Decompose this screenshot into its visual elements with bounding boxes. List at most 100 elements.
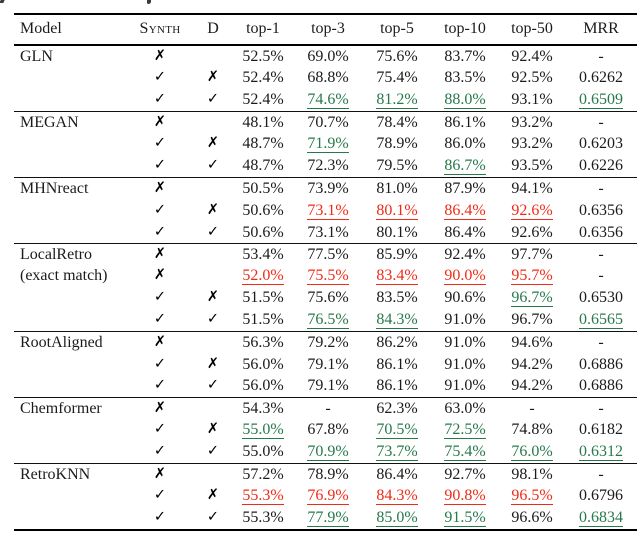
metric-value: - <box>499 396 565 420</box>
metric-value: 50.6% <box>242 201 284 219</box>
empty-cell <box>193 463 233 486</box>
model-section: RootAligned ✗ 56.3% 79.2% 86.2% 91.0% 94.6% - ✓ ✗… <box>14 331 637 398</box>
clipped-caption-fragment <box>147 0 151 4</box>
empty-cell <box>193 177 233 200</box>
metric-value: 0.6886 <box>579 355 623 373</box>
metric-value: 92.4% <box>431 243 499 266</box>
metric-value: 0.6312 <box>579 443 623 462</box>
metric-value: 75.5% <box>307 267 349 286</box>
metric-value: 54.3% <box>233 396 293 420</box>
check-icon: ✓ <box>153 69 167 86</box>
header-row: Model Synth D top-1 top-3 top-5 top-10 t… <box>14 14 637 46</box>
table-row: ✓ ✓ 51.5% 76.5% 84.3% 91.0% 96.7% 0.6565 <box>14 309 637 332</box>
check-icon: ✓ <box>206 443 220 460</box>
metric-value: 78.9% <box>293 463 363 486</box>
table-row: LocalRetro (exact match) ✗ 53.4% 77.5% 85.9% 9… <box>14 243 637 332</box>
metric-value: 57.2% <box>233 463 293 486</box>
metric-value: 96.5% <box>511 487 553 506</box>
metric-value: 0.6509 <box>579 90 623 109</box>
metric-value: 83.4% <box>376 267 418 286</box>
model-section: LocalRetro (exact match) ✗ 53.4% 77.5% 85.9% 9… <box>14 243 637 332</box>
col-header-model: Model <box>14 14 127 46</box>
check-icon: ✓ <box>153 377 167 394</box>
empty-cell <box>193 265 233 287</box>
metric-value: 56.0% <box>242 377 284 395</box>
metric-value: 97.7% <box>499 243 565 266</box>
metric-value: 92.7% <box>431 463 499 486</box>
metric-value: 88.0% <box>444 90 486 109</box>
metric-value: 91.0% <box>431 331 499 354</box>
metric-value: 51.5% <box>242 289 284 307</box>
table-row: ✗ 52.0% 75.5% 83.4% 90.0% 95.7% - <box>14 265 637 287</box>
cross-icon: ✗ <box>206 69 220 86</box>
check-icon: ✓ <box>153 421 167 438</box>
metric-value: 70.9% <box>307 443 349 462</box>
metric-value: 93.5% <box>511 157 553 175</box>
metric-value: 93.2% <box>511 135 553 153</box>
check-icon: ✓ <box>206 157 220 174</box>
table-header: Model Synth D top-1 top-3 top-5 top-10 t… <box>14 14 637 46</box>
metric-value: 78.4% <box>363 110 431 134</box>
cross-icon: ✗ <box>206 135 220 152</box>
metric-value: 96.6% <box>511 509 553 527</box>
metric-value: 70.5% <box>376 421 418 440</box>
model-section: Chemformer ✗ 54.3% -62.3% 63.0% - - ✓ ✗ 55.0% 67.8… <box>14 396 637 464</box>
check-icon: ✓ <box>153 157 167 174</box>
metric-value: - <box>565 331 637 354</box>
table-row: ✓ ✗ 56.0% 79.1% 86.1% 91.0% 94.2% 0.6886 <box>14 354 637 375</box>
metric-value: 86.4% <box>444 223 486 241</box>
cross-icon: ✗ <box>127 110 193 134</box>
metric-value: 74.8% <box>511 421 553 439</box>
table-row: ✓ ✓ 55.3% 77.9% 85.0% 91.5% 96.6% 0.6834 <box>14 507 637 530</box>
col-header-top10: top-10 <box>431 14 499 46</box>
metric-value: - <box>565 177 637 200</box>
check-icon: ✓ <box>153 443 167 460</box>
table-row: ✓ ✗ 51.5% 75.6% 83.5% 90.6% 96.7% 0.6530 <box>14 287 637 309</box>
metric-value: 86.4% <box>444 201 486 220</box>
table-row: ✓ ✓ 56.0% 79.1% 86.1% 91.0% 94.2% 0.6886 <box>14 375 637 397</box>
metric-value: 56.0% <box>242 355 284 373</box>
metric-value: 90.8% <box>444 487 486 506</box>
metric-value: 55.0% <box>242 421 284 440</box>
clipped-caption-fragment <box>0 0 5 3</box>
model-name: MHNreact <box>14 177 127 244</box>
cross-icon: ✗ <box>206 487 220 504</box>
metric-value: 0.6226 <box>579 157 623 175</box>
cross-icon: ✗ <box>206 289 220 306</box>
metric-value: 95.7% <box>511 267 553 286</box>
metric-value: 55.3% <box>242 509 284 527</box>
table-row: MEGAN ✗ 48.1% 70.7% 78.4% 86.1% 93.2% - <box>14 110 637 178</box>
cross-icon: ✗ <box>206 355 220 372</box>
check-icon: ✓ <box>153 90 167 107</box>
check-icon: ✓ <box>153 311 167 328</box>
table-row: ✓ ✗ 52.4% 68.8% 75.4% 83.5% 92.5% 0.6262 <box>14 67 637 88</box>
metric-value: 85.9% <box>363 243 431 266</box>
check-icon: ✓ <box>153 487 167 504</box>
metric-value: 63.0% <box>431 396 499 420</box>
metric-value: 67.8% <box>307 421 349 439</box>
metric-value: 79.1% <box>307 377 349 395</box>
metric-value: 86.2% <box>363 331 431 354</box>
empty-cell <box>193 243 233 266</box>
metric-value: 76.9% <box>307 487 349 506</box>
metric-value: 85.0% <box>376 509 418 528</box>
model-name: RootAligned <box>14 331 127 398</box>
metric-value: 0.6886 <box>579 377 623 395</box>
metric-value: 91.0% <box>444 355 486 373</box>
check-icon: ✓ <box>206 90 220 107</box>
table-row: RootAligned ✗ 56.3% 79.2% 86.2% 91.0% 94.6% - <box>14 331 637 398</box>
metric-value: 75.6% <box>363 44 431 68</box>
metric-value: 73.7% <box>376 443 418 462</box>
col-header-top5: top-5 <box>363 14 431 46</box>
metric-value: 79.1% <box>307 355 349 373</box>
check-icon: ✓ <box>206 223 220 240</box>
metric-value: 80.1% <box>376 223 418 241</box>
metric-value: 86.0% <box>444 135 486 153</box>
metric-value: 81.0% <box>363 177 431 200</box>
table-row: ✓ ✗ 55.0% 67.8% 70.5% 72.5% 74.8% 0.6182 <box>14 419 637 441</box>
cross-icon: ✗ <box>127 396 193 420</box>
model-name: RetroKNN <box>14 463 127 531</box>
metric-value: 72.5% <box>444 421 486 440</box>
table-row: RetroKNN ✗ 57.2% 78.9% 86.4% 92.7% 98.1% - <box>14 463 637 531</box>
metric-value: 53.4% <box>233 243 293 266</box>
